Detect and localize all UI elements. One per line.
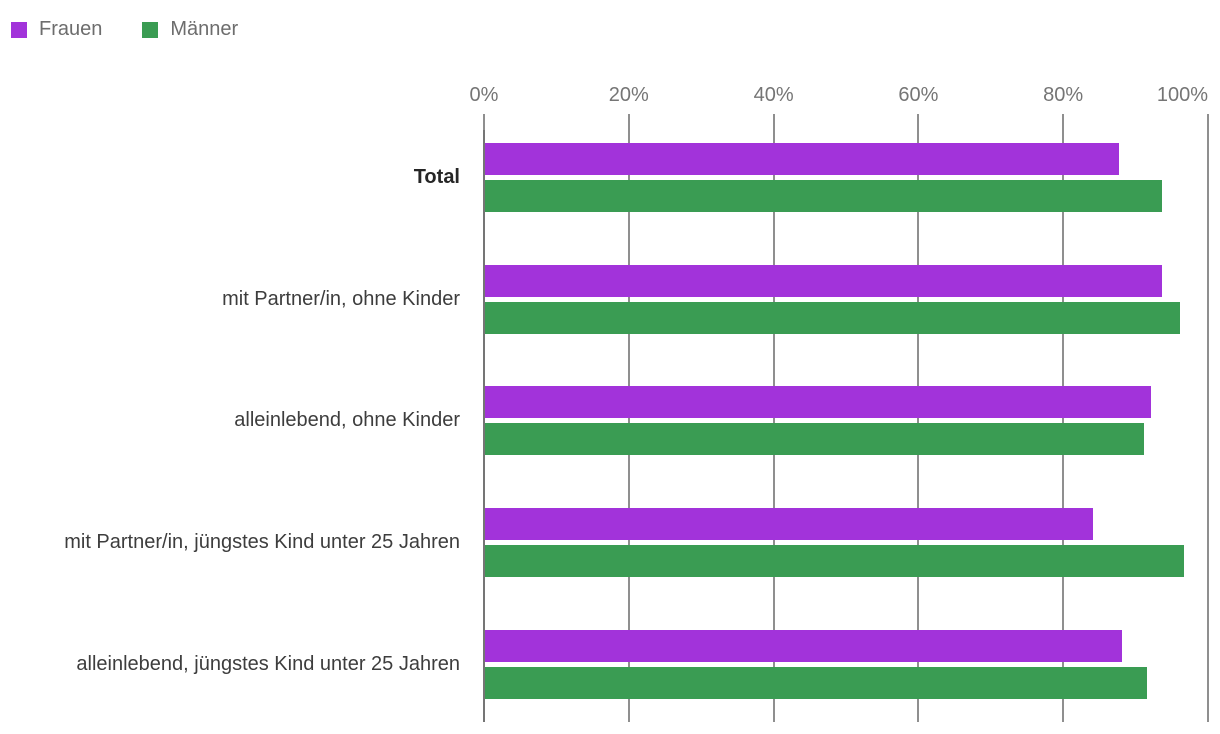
tick-60 <box>917 114 920 130</box>
category-label-3: alleinlebend, ohne Kinder <box>234 409 460 432</box>
tick-0 <box>483 114 485 130</box>
legend-item-frauen: Frauen <box>11 18 102 41</box>
legend-label-frauen: Frauen <box>39 18 103 40</box>
axis-tick-label-100: 100% <box>1156 84 1208 106</box>
axis-tick-label-20: 20% <box>608 84 649 106</box>
bar-männer-5[interactable] <box>485 666 1148 699</box>
bar-männer-2[interactable] <box>485 301 1181 334</box>
tick-40 <box>772 114 775 130</box>
bar-frauen-5[interactable] <box>485 629 1123 662</box>
tick-100 <box>1207 114 1209 130</box>
tick-80 <box>1062 114 1065 130</box>
gridline-100 <box>1207 130 1209 722</box>
axis-tick-label-60: 60% <box>898 84 939 106</box>
gridline-0 <box>483 130 485 722</box>
maenner-swatch-icon <box>142 21 159 38</box>
category-label-1: Total <box>413 166 460 188</box>
bar-frauen-4[interactable] <box>485 508 1094 541</box>
tick-20 <box>627 114 630 130</box>
bar-frauen-3[interactable] <box>485 386 1152 419</box>
axis-tick-label-0: 0% <box>469 84 499 106</box>
legend-item-maenner: Männer <box>142 18 238 41</box>
plot-area <box>483 114 1209 722</box>
bar-männer-4[interactable] <box>485 545 1184 578</box>
frauen-swatch-icon <box>11 21 27 38</box>
legend: Frauen Männer <box>11 18 238 41</box>
axis-tick-label-40: 40% <box>753 84 794 106</box>
category-label-2: mit Partner/in, ohne Kinder <box>222 287 460 310</box>
category-label-5: alleinlebend, jüngstes Kind unter 25 Jah… <box>76 652 460 675</box>
legend-label-maenner: Männer <box>170 18 239 40</box>
axis-tick-label-80: 80% <box>1043 84 1084 106</box>
category-label-4: mit Partner/in, jüngstes Kind unter 25 J… <box>64 531 460 554</box>
bar-männer-3[interactable] <box>485 423 1144 456</box>
bar-männer-1[interactable] <box>485 180 1162 212</box>
bar-frauen-1[interactable] <box>485 143 1119 175</box>
bar-frauen-2[interactable] <box>485 264 1162 297</box>
